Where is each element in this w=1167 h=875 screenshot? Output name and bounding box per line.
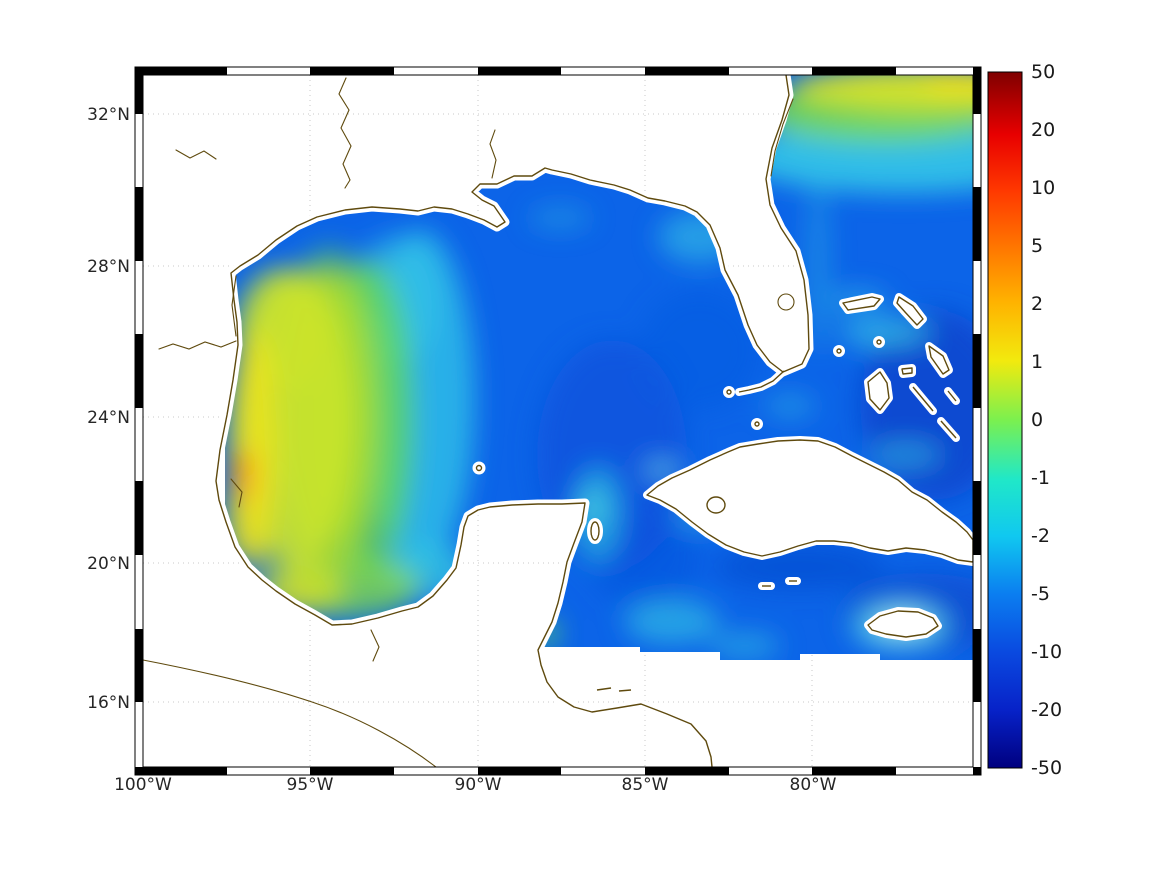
- y-tick-label: 32°N: [87, 105, 130, 125]
- y-tick-label: 24°N: [87, 408, 130, 428]
- colorbar-tick-label: 0: [1031, 409, 1043, 431]
- y-tick-label: 16°N: [87, 693, 130, 713]
- lake-okeechobee: [777, 293, 795, 311]
- x-tick-label: 85°W: [622, 775, 669, 795]
- colorbar-gradient: [987, 71, 1023, 769]
- x-tick-label: 100°W: [114, 775, 172, 795]
- colorbar-tick-label: 2: [1031, 293, 1043, 315]
- colorbar-tick-label: -2: [1031, 525, 1050, 547]
- field-color-blobs: [225, 75, 973, 660]
- colorbar-tick-label: 1: [1031, 351, 1043, 373]
- rivers-and-minor-coasts: [142, 77, 795, 768]
- colorbar-tick-label: 5: [1031, 235, 1043, 257]
- map-frame: [134, 66, 982, 776]
- x-tick-label: 95°W: [287, 775, 334, 795]
- colorbar-tick-label: 50: [1031, 61, 1055, 83]
- colorbar-tick-label: 20: [1031, 119, 1055, 141]
- colorbar-tick-label: -10: [1031, 641, 1062, 663]
- colorbar-tick-label: -50: [1031, 757, 1062, 779]
- x-tick-label: 80°W: [790, 775, 837, 795]
- y-tick-label: 20°N: [87, 554, 130, 574]
- y-tick-label: 28°N: [87, 257, 130, 277]
- colorbar: 50 20 10 5 2 1 0 -1 -2 -5 -10 -20 -50: [987, 61, 1062, 779]
- y-axis-tick-labels: 32°N 28°N 24°N 20°N 16°N: [87, 105, 130, 713]
- colorbar-tick-label: -5: [1031, 583, 1050, 605]
- colorbar-tick-label: -1: [1031, 467, 1050, 489]
- x-tick-label: 90°W: [455, 775, 502, 795]
- sea-surface-anomaly-field: [225, 75, 973, 660]
- x-axis-tick-labels: 100°W 95°W 90°W 85°W 80°W: [114, 775, 837, 795]
- colorbar-tick-label: -20: [1031, 699, 1062, 721]
- colorbar-tick-label: 10: [1031, 177, 1055, 199]
